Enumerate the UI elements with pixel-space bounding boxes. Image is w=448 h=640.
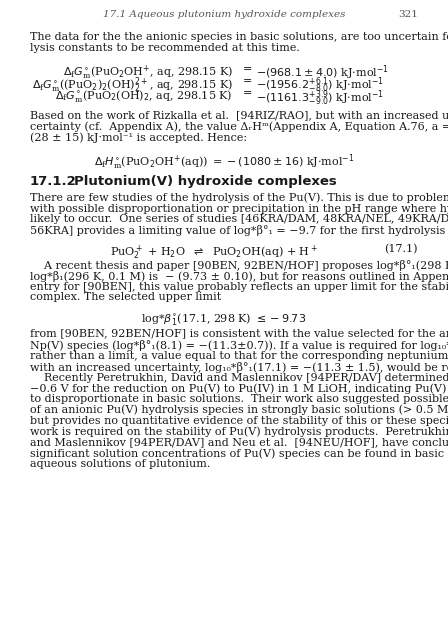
Text: from [90BEN, 92BEN/HOF] is consistent with the value selected for the analogous: from [90BEN, 92BEN/HOF] is consistent wi… (30, 330, 448, 339)
Text: Plutonium(V) hydroxide complexes: Plutonium(V) hydroxide complexes (74, 175, 337, 188)
Text: but provides no quantitative evidence of the stability of this or these species.: but provides no quantitative evidence of… (30, 416, 448, 426)
Text: lysis constants to be recommended at this time.: lysis constants to be recommended at thi… (30, 43, 300, 52)
Text: Np(V) species (log*β°₁(8.1) = −(11.3±0.7)). If a value is required for log₁₀*β°₁: Np(V) species (log*β°₁(8.1) = −(11.3±0.7… (30, 340, 448, 351)
Text: −0.6 V for the reduction on Pu(V) to Pu(IV) in 1 M LiOH, indicating Pu(V) is unl: −0.6 V for the reduction on Pu(V) to Pu(… (30, 383, 448, 394)
Text: $-(968.1 \pm 4.0)$ kJ$\cdot$mol$^{-1}$: $-(968.1 \pm 4.0)$ kJ$\cdot$mol$^{-1}$ (256, 63, 389, 82)
Text: certainty (cf.  Appendix A), the value ΔᵣHᵐ(Appendix A, Equation A.76, a = 1) =: certainty (cf. Appendix A), the value Δᵣ… (30, 122, 448, 132)
Text: aqueous solutions of plutonium.: aqueous solutions of plutonium. (30, 459, 211, 469)
Text: 56KRA] provides a limiting value of log*β°₁ = −9.7 for the first hydrolysis cons: 56KRA] provides a limiting value of log*… (30, 225, 448, 236)
Text: $-(1956.2^{+6.1}_{-8.0})$ kJ$\cdot$mol$^{-1}$: $-(1956.2^{+6.1}_{-8.0})$ kJ$\cdot$mol$^… (256, 76, 384, 95)
Text: 17.1.2: 17.1.2 (30, 175, 77, 188)
Text: =: = (243, 76, 253, 86)
Text: likely to occur.  One series of studies [46KRA/DAM, 48KRA/NEL, 49KRA/DAM,: likely to occur. One series of studies [… (30, 214, 448, 225)
Text: with possible disproportionation or precipitation in the pH range where hydrolys: with possible disproportionation or prec… (30, 204, 448, 214)
Text: (28 ± 15) kJ·mol⁻¹ is accepted. Hence:: (28 ± 15) kJ·mol⁻¹ is accepted. Hence: (30, 132, 247, 143)
Text: =: = (243, 88, 253, 98)
Text: $\Delta_{\mathregular{f}}G^{\circ}_{\mathregular{m}}$(PuO$_{2}$OH$^{+}$, aq, 298: $\Delta_{\mathregular{f}}G^{\circ}_{\mat… (63, 63, 233, 82)
Text: entry for [90BEN], this value probably reflects an upper limit for the stability: entry for [90BEN], this value probably r… (30, 282, 448, 292)
Text: The data for the the anionic species in basic solutions, are too uncertain for h: The data for the the anionic species in … (30, 32, 448, 42)
Text: $\Delta_{\mathregular{f}}H^{\circ}_{\mathregular{m}}$(PuO$_{2}$OH$^{+}$(aq)) $= : $\Delta_{\mathregular{f}}H^{\circ}_{\mat… (94, 153, 354, 173)
Text: $\Delta_{\mathregular{f}}G^{\circ}_{\mathregular{m}}$(PuO$_{2}$(OH)$_{2}$, aq, 2: $\Delta_{\mathregular{f}}G^{\circ}_{\mat… (56, 88, 233, 104)
Text: log*$\beta^{\circ}_{1}$(17.1, 298 K) $\leq -9.73$: log*$\beta^{\circ}_{1}$(17.1, 298 K) $\l… (142, 311, 306, 327)
Text: and Maslennikov [94PER/DAV] and Neu et al.  [94NEU/HOF], have concluded that: and Maslennikov [94PER/DAV] and Neu et a… (30, 437, 448, 447)
Text: of an anionic Pu(V) hydrolysis species in strongly basic solutions (> 0.5 M LiOH: of an anionic Pu(V) hydrolysis species i… (30, 405, 448, 415)
Text: complex. The selected upper limit: complex. The selected upper limit (30, 292, 221, 303)
Text: PuO$^+_2$ + H$_2$O  $\rightleftharpoons$  PuO$_2$OH(aq) + H$^+$: PuO$^+_2$ + H$_2$O $\rightleftharpoons$ … (110, 244, 318, 262)
Text: Based on the work of Rizkalla et al.  [94RIZ/RAO], but with an increased un-: Based on the work of Rizkalla et al. [94… (30, 111, 448, 120)
Text: $-(1161.3^{+3.9}_{-9.0})$ kJ$\cdot$mol$^{-1}$: $-(1161.3^{+3.9}_{-9.0})$ kJ$\cdot$mol$^… (256, 88, 384, 108)
Text: work is required on the stability of Pu(V) hydrolysis products.  Peretrukhin, Da: work is required on the stability of Pu(… (30, 426, 448, 437)
Text: to disproportionate in basic solutions.  Their work also suggested possible form: to disproportionate in basic solutions. … (30, 394, 448, 404)
Text: (17.1): (17.1) (384, 244, 418, 255)
Text: There are few studies of the hydrolysis of the Pu(V). This is due to problems as: There are few studies of the hydrolysis … (30, 193, 448, 204)
Text: 17.1 Aqueous plutonium hydroxide complexes: 17.1 Aqueous plutonium hydroxide complex… (103, 10, 345, 19)
Text: log*β₁(296 K, 0.1 M) is  − (9.73 ± 0.10), but for reasons outlined in Appendix A: log*β₁(296 K, 0.1 M) is − (9.73 ± 0.10),… (30, 271, 448, 282)
Text: with an increased uncertainty, log₁₀*β°₁(17.1) = −(11.3 ± 1.5), would be reasona: with an increased uncertainty, log₁₀*β°₁… (30, 362, 448, 372)
Text: Recently Peretrukhin, David and Maslennikov [94PER/DAV] determined E° =: Recently Peretrukhin, David and Maslenni… (30, 372, 448, 383)
Text: $\Delta_{\mathregular{f}}G^{\circ}_{\mathregular{m}}$((PuO$_{2}$)$_{2}$(OH)$_{2}: $\Delta_{\mathregular{f}}G^{\circ}_{\mat… (32, 76, 233, 95)
Text: 321: 321 (398, 10, 418, 19)
Text: =: = (243, 63, 253, 74)
Text: significant solution concentrations of Pu(V) species can be found in basic and n: significant solution concentrations of P… (30, 448, 448, 459)
Text: rather than a limit, a value equal to that for the corresponding neptunium react: rather than a limit, a value equal to th… (30, 351, 448, 361)
Text: A recent thesis and paper [90BEN, 92BEN/HOF] proposes log*β°₁(298 K) ≈: A recent thesis and paper [90BEN, 92BEN/… (30, 260, 448, 271)
